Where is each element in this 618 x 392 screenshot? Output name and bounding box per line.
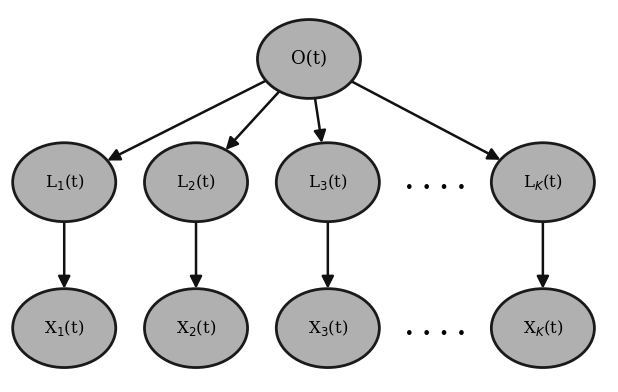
Text: . . . .: . . . . <box>405 170 466 194</box>
Ellipse shape <box>13 289 116 368</box>
Text: X$_2$(t): X$_2$(t) <box>176 318 216 338</box>
Text: O(t): O(t) <box>291 50 327 68</box>
Ellipse shape <box>258 20 360 98</box>
Text: X$_3$(t): X$_3$(t) <box>308 318 348 338</box>
Text: L$_2$(t): L$_2$(t) <box>176 172 216 192</box>
Text: X$_1$(t): X$_1$(t) <box>44 318 84 338</box>
Ellipse shape <box>276 143 379 221</box>
Text: X$_K$(t): X$_K$(t) <box>523 318 563 338</box>
Text: L$_K$(t): L$_K$(t) <box>523 172 563 192</box>
Ellipse shape <box>276 289 379 368</box>
Ellipse shape <box>491 143 595 221</box>
Text: . . . .: . . . . <box>405 316 466 340</box>
Ellipse shape <box>145 289 248 368</box>
Ellipse shape <box>13 143 116 221</box>
Text: L$_3$(t): L$_3$(t) <box>308 172 347 192</box>
Ellipse shape <box>145 143 248 221</box>
Ellipse shape <box>491 289 595 368</box>
Text: L$_1$(t): L$_1$(t) <box>44 172 84 192</box>
